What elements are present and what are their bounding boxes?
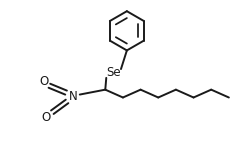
Text: O: O [39, 75, 48, 88]
Text: O: O [42, 111, 51, 124]
Text: N: N [69, 90, 77, 103]
Text: Se: Se [106, 67, 120, 79]
